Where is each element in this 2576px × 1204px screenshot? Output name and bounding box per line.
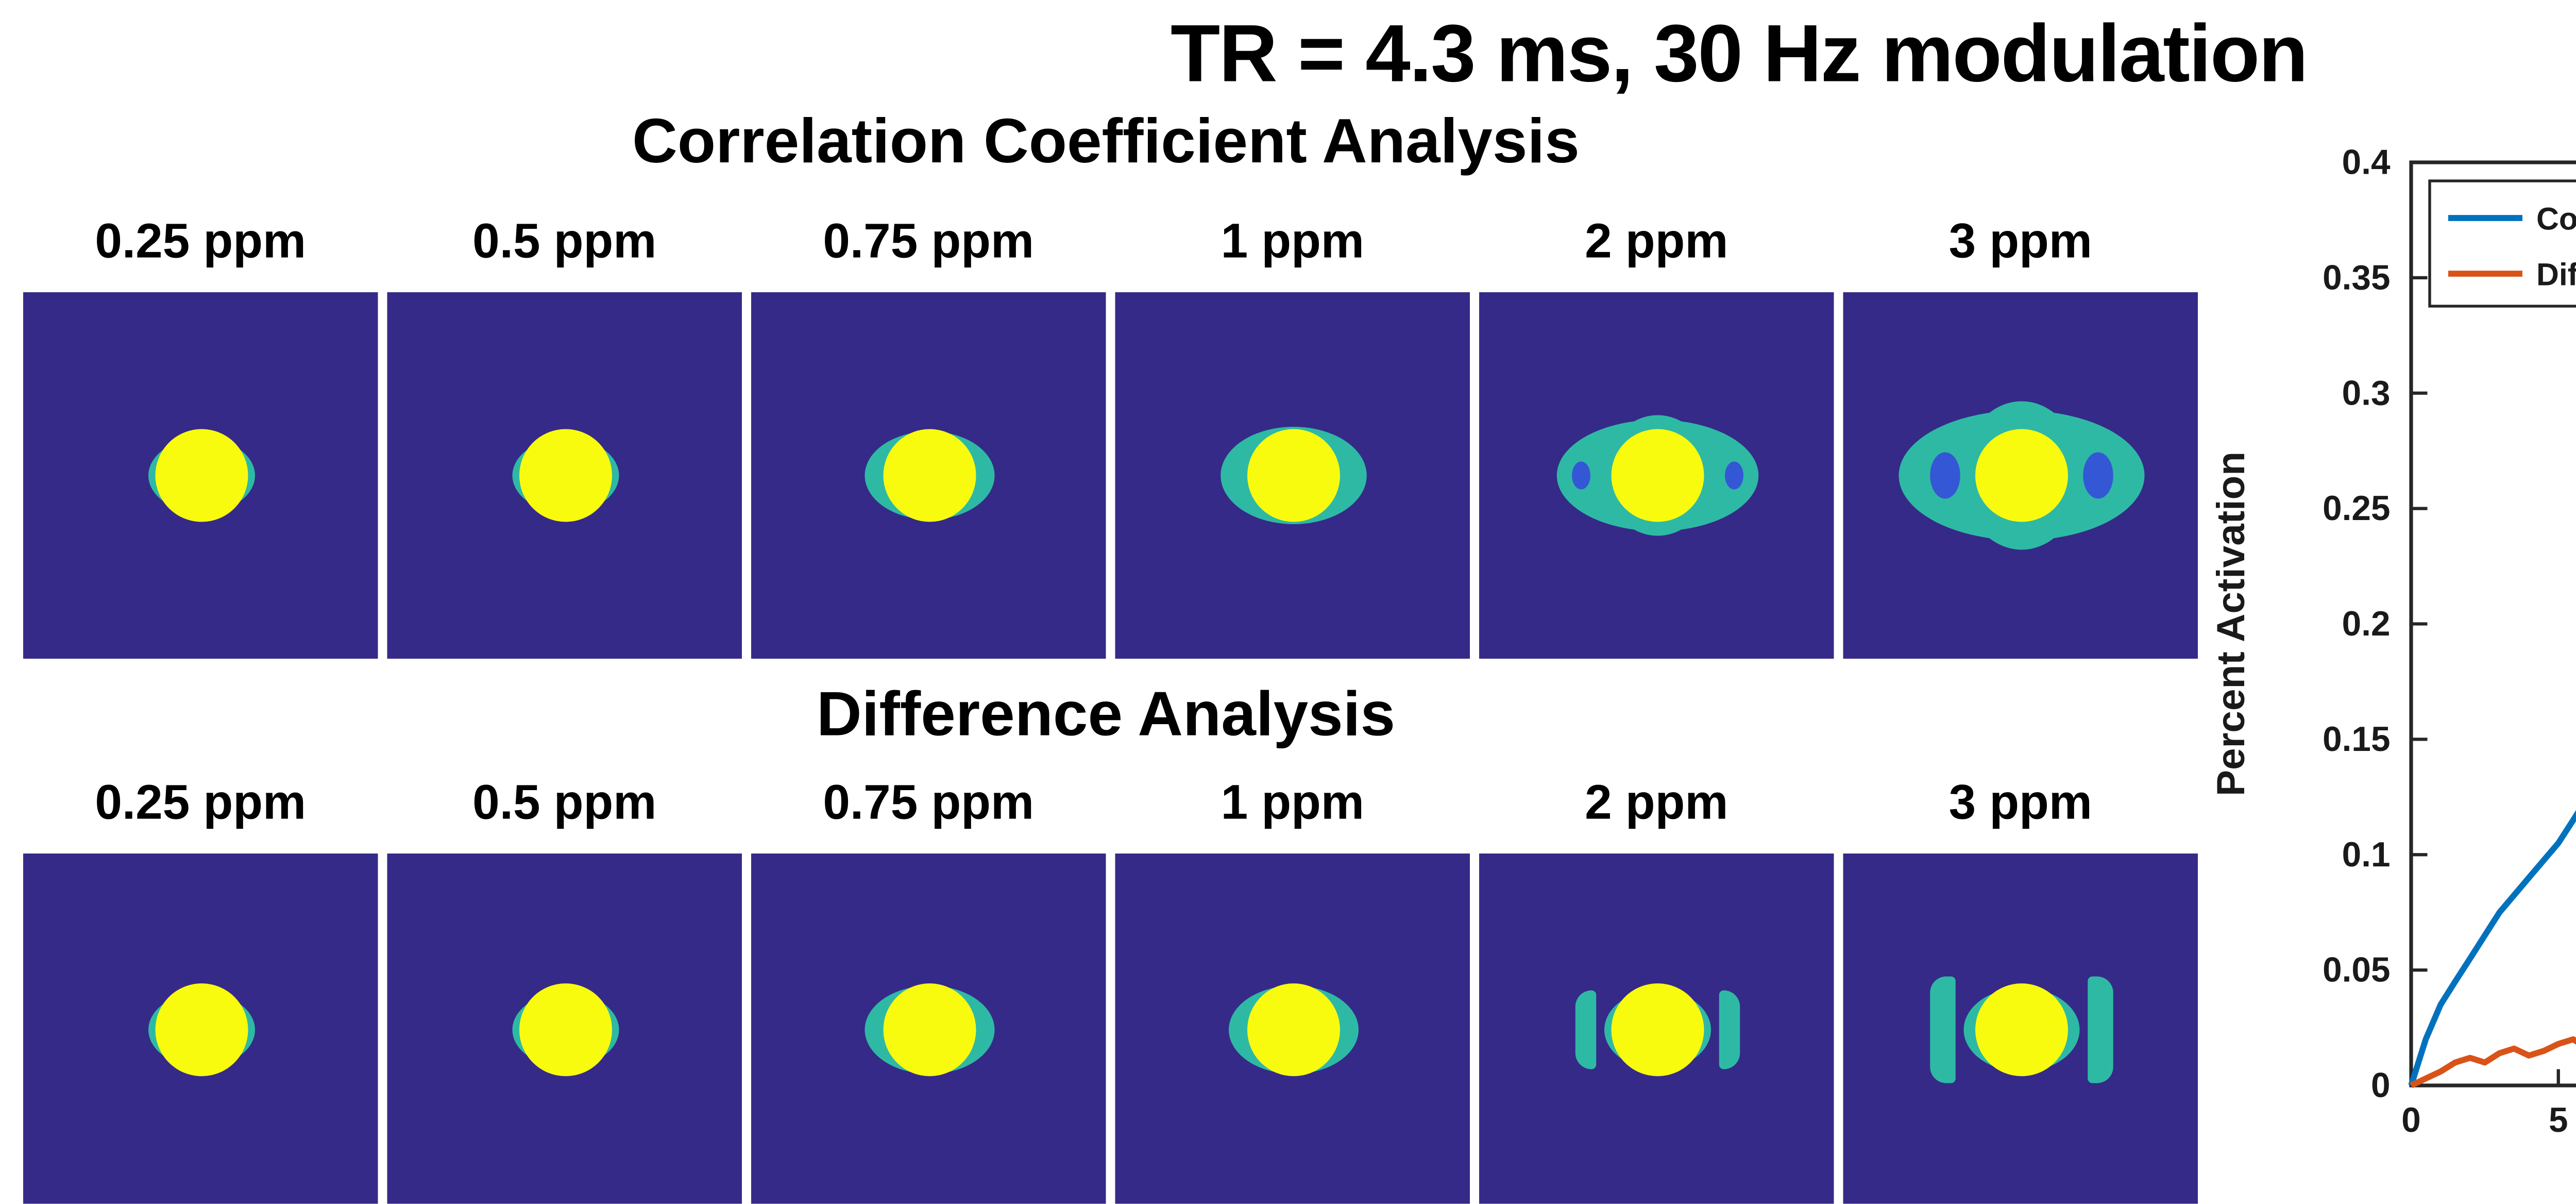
activation-map <box>23 854 378 1204</box>
y-tick-label: 0.4 <box>2342 143 2391 182</box>
activation-map <box>1479 854 1834 1204</box>
activation-map <box>751 292 1106 659</box>
activation-blob <box>1974 982 2067 1075</box>
activation-map <box>1115 854 1470 1204</box>
activation-map <box>1843 292 2198 659</box>
x-tick-label: 0 <box>2401 1101 2421 1140</box>
activation-blob <box>1610 982 1703 1075</box>
panel-column: 0.25 ppm <box>23 765 378 1204</box>
series-line-correlation <box>2408 810 2576 1086</box>
ppm-label: 1 ppm <box>1221 777 1364 831</box>
figure-title: TR = 4.3 ms, 30 Hz modulation <box>1171 9 2308 100</box>
panel-column: 2 ppm <box>1479 204 1834 659</box>
ppm-label: 0.75 ppm <box>823 777 1035 831</box>
ppm-label: 0.25 ppm <box>95 777 307 831</box>
panel-column: 3 ppm <box>1843 204 2198 659</box>
fringe-hole-left <box>1570 461 1589 490</box>
activation-blob <box>1610 429 1703 522</box>
y-tick-label: 0.15 <box>2323 720 2390 759</box>
panel-column: 1 ppm <box>1115 765 1470 1204</box>
panel-column: 0.25 ppm <box>23 204 378 659</box>
panel-row-difference: 0.25 ppm 0.5 ppm 0.75 ppm 1 ppm 2 ppm 3 ppm <box>23 765 2198 1204</box>
ppm-label: 3 ppm <box>1948 777 2092 831</box>
ppm-label: 0.5 ppm <box>472 777 657 831</box>
ppm-label: 0.25 ppm <box>95 215 307 270</box>
activation-blob <box>1246 982 1339 1075</box>
x-tick-label: 5 <box>2549 1101 2568 1140</box>
activation-map <box>23 292 378 659</box>
panel-column: 0.5 ppm <box>387 204 742 659</box>
panel-column: 2 ppm <box>1479 765 1834 1204</box>
fringe-hole-right <box>1723 461 1742 490</box>
activation-blob <box>882 429 975 522</box>
activation-blob <box>1246 429 1339 522</box>
y-tick-label: 0.25 <box>2323 489 2390 528</box>
ppm-label: 0.5 ppm <box>472 215 657 270</box>
activation-map <box>387 292 742 659</box>
activation-map <box>1843 854 2198 1204</box>
panel-column: 3 ppm <box>1843 765 2198 1204</box>
fringe-hole-right <box>2082 452 2112 499</box>
y-tick-label: 0.05 <box>2323 951 2390 990</box>
y-tick-label: 0.3 <box>2342 374 2391 412</box>
y-tick-label: 0.1 <box>2342 835 2391 874</box>
series-line-difference <box>2410 1036 2576 1089</box>
activation-map <box>1115 292 1470 659</box>
panel-column: 1 ppm <box>1115 204 1470 659</box>
activation-map <box>751 854 1106 1204</box>
ppm-label: 3 ppm <box>1948 215 2092 270</box>
fringe-bracket-right <box>2087 975 2112 1082</box>
panel-column: 0.75 ppm <box>751 204 1106 659</box>
activation-blob <box>154 429 247 522</box>
activation-blob <box>518 429 611 522</box>
ppm-label: 1 ppm <box>1221 215 1364 270</box>
section-heading-correlation: Correlation Coefficient Analysis <box>632 107 1580 176</box>
ppm-label: 2 ppm <box>1585 215 1728 270</box>
panel-row-correlation: 0.25 ppm 0.5 ppm 0.75 ppm 1 ppm 2 ppm 3 ppm <box>23 204 2198 659</box>
legend-label: Correlation Coefficient Analysis <box>2536 202 2576 237</box>
fringe-bracket-right <box>1718 989 1739 1068</box>
y-tick-label: 0.2 <box>2342 605 2391 643</box>
activation-blob <box>154 982 247 1075</box>
fringe-bracket-left <box>1574 989 1595 1068</box>
legend-label: Difference Analysis <box>2536 257 2576 292</box>
panel-column: 0.5 ppm <box>387 765 742 1204</box>
legend-box <box>2428 179 2576 308</box>
y-axis-label: Percent Activation <box>2209 452 2253 796</box>
activation-map <box>387 854 742 1204</box>
ppm-label: 0.75 ppm <box>823 215 1035 270</box>
fringe-bracket-left <box>1929 975 1955 1082</box>
activation-blob <box>518 982 611 1075</box>
ppm-label: 2 ppm <box>1585 777 1728 831</box>
y-tick-label: 0 <box>2371 1066 2391 1105</box>
activation-map <box>1479 292 1834 659</box>
susceptibility-chart: 051015202530354000.050.10.150.20.250.30.… <box>2209 143 2576 1140</box>
section-heading-difference: Difference Analysis <box>816 679 1396 749</box>
y-tick-label: 0.35 <box>2323 258 2390 297</box>
panel-column: 0.75 ppm <box>751 765 1106 1204</box>
activation-blob <box>1974 429 2067 522</box>
activation-blob <box>882 982 975 1075</box>
fringe-hole-left <box>1929 452 1959 499</box>
